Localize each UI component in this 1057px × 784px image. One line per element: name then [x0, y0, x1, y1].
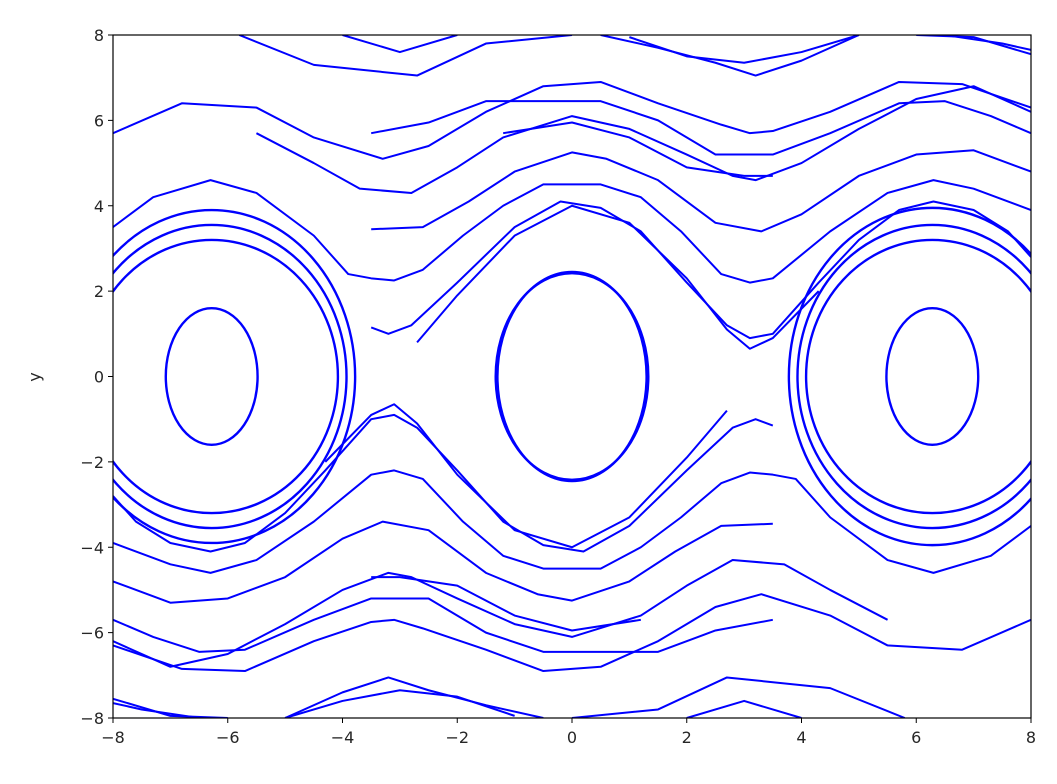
- trajectory-line-26: [944, 35, 1031, 51]
- y-tick-label: −2: [80, 453, 104, 472]
- y-axis-ticks: −8 −6 −4 −2 0 2 4 6 8: [80, 26, 113, 728]
- x-axis-label: x: [567, 775, 576, 780]
- x-tick-label: 6: [911, 728, 921, 747]
- trajectory-line-14: [502, 121, 773, 177]
- x-axis-ticks: −8 −6 −4 −2 0 2 4 6 8: [101, 718, 1036, 747]
- trajectory-line-27: [113, 702, 200, 718]
- y-tick-label: −8: [80, 709, 104, 728]
- trajectory-line-7: [113, 520, 773, 604]
- x-tick-label: −6: [216, 728, 240, 747]
- trajectory-curves: [113, 35, 1031, 718]
- x-tick-label: 2: [682, 728, 692, 747]
- x-tick-label: −8: [101, 728, 125, 747]
- trajectory-line-19: [686, 699, 802, 718]
- trajectory-line-9: [113, 559, 889, 668]
- closed-orbit-4: [113, 238, 340, 515]
- closed-orbit-9: [787, 206, 1031, 547]
- x-tick-label: 8: [1026, 728, 1036, 747]
- trajectory-line-22: [629, 35, 860, 64]
- closed-orbit-5: [804, 238, 1031, 515]
- x-tick-label: 4: [796, 728, 806, 747]
- y-tick-label: −6: [80, 624, 104, 643]
- x-tick-label: 0: [567, 728, 577, 747]
- trajectory-line-5: [113, 469, 1031, 574]
- trajectory-line-18: [342, 35, 458, 54]
- trajectory-line-3: [324, 403, 728, 549]
- closed-orbit-0: [496, 270, 648, 483]
- trajectory-line-21: [284, 676, 544, 718]
- closed-orbit-2: [164, 307, 259, 447]
- trajectory-line-13: [113, 597, 773, 653]
- trajectory-line-4: [113, 179, 1031, 284]
- closed-orbit-8: [113, 208, 357, 545]
- trajectory-line-23: [284, 689, 515, 718]
- y-tick-label: 0: [94, 368, 104, 387]
- plot-frame: [112, 34, 1032, 719]
- x-tick-label: −4: [331, 728, 355, 747]
- trajectory-line-15: [371, 576, 642, 632]
- closed-orbit-1: [494, 271, 650, 482]
- closed-orbit-6: [113, 223, 348, 530]
- trajectory-line-16: [238, 35, 573, 77]
- trajectory-line-6: [371, 149, 1031, 233]
- trajectory-line-24: [916, 35, 1031, 56]
- closed-orbit-3: [885, 307, 980, 447]
- trajectory-line-2: [416, 204, 820, 350]
- trajectory-line-11: [113, 593, 1031, 673]
- y-tick-label: 8: [94, 26, 104, 45]
- x-tick-label: −2: [445, 728, 469, 747]
- trajectory-line-0: [370, 200, 1031, 340]
- y-tick-label: −4: [80, 538, 104, 557]
- trajectory-line-20: [600, 35, 860, 77]
- y-tick-label: 6: [94, 111, 104, 130]
- trajectory-line-1: [113, 413, 774, 553]
- y-axis-label: y: [25, 372, 44, 381]
- trajectory-line-8: [255, 85, 1031, 194]
- trajectory-line-10: [113, 80, 1031, 160]
- trajectory-line-17: [571, 676, 906, 718]
- closed-orbit-7: [796, 223, 1031, 530]
- y-tick-label: 2: [94, 282, 104, 301]
- trajectory-line-25: [113, 697, 228, 718]
- trajectory-line-12: [371, 100, 1031, 156]
- y-tick-label: 4: [94, 197, 104, 216]
